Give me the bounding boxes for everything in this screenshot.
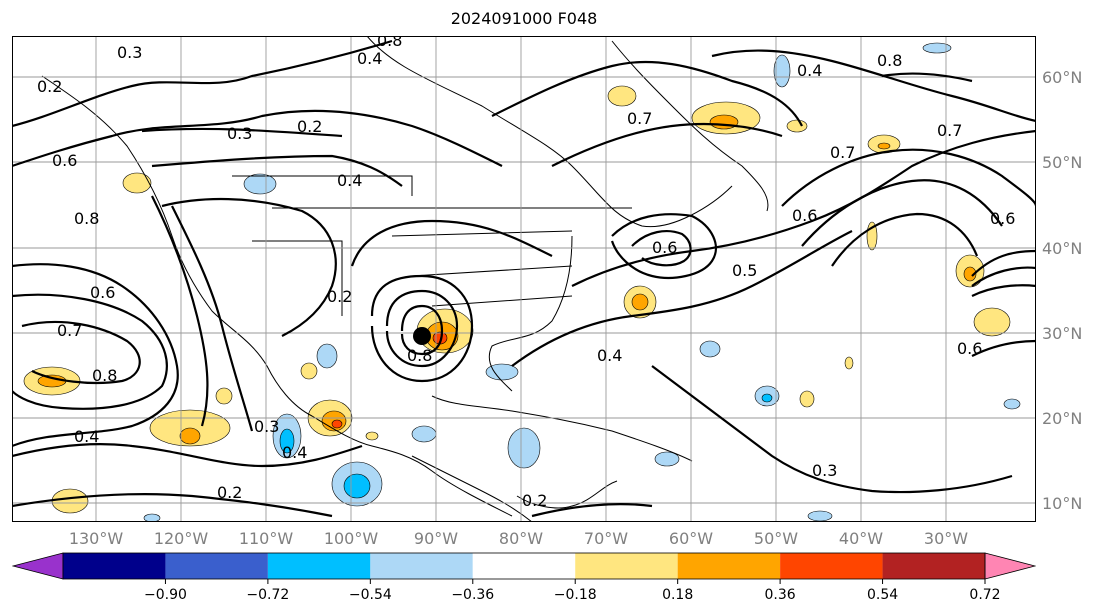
contour-label: 0.7	[57, 321, 82, 340]
gridlines	[12, 36, 1036, 522]
lon-label: 50°W	[754, 529, 798, 548]
lat-label: 60°N	[1042, 68, 1082, 87]
colorbar-tick-label: −0.54	[349, 587, 392, 603]
map-panel: 0.3 0.2 0.4 0.8 0.3 0.6 0.8 0.2 0.4 0.6 …	[12, 36, 1036, 522]
longitude-axis: 130°W 120°W 110°W 100°W 90°W 80°W 70°W 6…	[69, 529, 968, 548]
colorbar-segment	[677, 553, 781, 579]
colorbar-ticks: −0.90 −0.72 −0.54 −0.36 −0.18 0.18 0.36 0.54 0.7…	[144, 579, 1001, 603]
colorbar-segment	[575, 553, 678, 579]
contour-label: 0.8	[877, 51, 902, 70]
colorbar-segment	[165, 553, 268, 579]
contour-label: 0.4	[74, 427, 99, 446]
contour-label: 0.5	[732, 261, 757, 280]
lon-label: 30°W	[924, 529, 968, 548]
contour-label: 0.3	[227, 124, 252, 143]
contour-label: 0.2	[37, 77, 62, 96]
colorbar-tick-label: 0.54	[867, 587, 898, 603]
contour-label: 0.2	[522, 491, 547, 510]
lat-label: 30°N	[1042, 324, 1082, 343]
contour-label: 0.3	[812, 461, 837, 480]
colorbar-tick-label: −0.36	[451, 587, 494, 603]
colorbar-segment	[472, 553, 576, 579]
contour-label: 0.8	[377, 36, 402, 50]
lon-label: 110°W	[239, 529, 294, 548]
colorbar-extend-max	[984, 552, 1036, 580]
contour-label: 0.6	[52, 151, 77, 170]
map-title: 2024091000 F048	[450, 9, 598, 28]
lon-label: 70°W	[584, 529, 628, 548]
colorbar-segment	[780, 553, 883, 579]
contour-label: 0.6	[990, 209, 1015, 228]
contour-label: 0.8	[407, 346, 432, 365]
coastlines	[41, 36, 769, 522]
contour-label: 0.6	[652, 238, 677, 257]
contour-label: 0.3	[254, 417, 279, 436]
colorbar-tick-label: 0.72	[969, 587, 1000, 603]
contour-label: 0.4	[282, 443, 307, 462]
contour-label: 0.7	[830, 143, 855, 162]
storm-center-marker	[413, 327, 431, 345]
contour-label: 0.6	[792, 206, 817, 225]
contour-label: 0.3	[117, 43, 142, 62]
contour-label: 0.2	[297, 117, 322, 136]
lon-label: 80°W	[499, 529, 543, 548]
colorbar-tick-label: 0.18	[662, 587, 693, 603]
colorbar-segment	[63, 553, 166, 579]
lon-label: 120°W	[154, 529, 209, 548]
colorbar-segments	[12, 552, 1036, 580]
lon-label: 40°W	[839, 529, 883, 548]
contour-label: 0.4	[597, 346, 622, 365]
lat-label: 20°N	[1042, 409, 1082, 428]
latitude-axis: 60°N 50°N 40°N 30°N 20°N 10°N	[1042, 68, 1082, 513]
contour-label: 0.7	[627, 109, 652, 128]
lon-label: 60°W	[669, 529, 713, 548]
contour-label-group: 0.3 0.2 0.4 0.8 0.3 0.6 0.8 0.2 0.4 0.6 …	[37, 36, 1015, 510]
lat-label: 40°N	[1042, 239, 1082, 258]
contour-label: 0.7	[937, 121, 962, 140]
colorbar-tick-label: −0.72	[246, 587, 289, 603]
colorbar-tick-label: −0.90	[144, 587, 187, 603]
contour-label: 0.8	[92, 366, 117, 385]
lon-label: 90°W	[414, 529, 458, 548]
colorbar-extend-min	[12, 552, 64, 580]
colorbar: −0.90 −0.72 −0.54 −0.36 −0.18 0.18 0.36 0.54 0.7…	[12, 552, 1036, 603]
lon-label: 130°W	[69, 529, 124, 548]
lat-label: 10°N	[1042, 494, 1082, 513]
contour-label: 0.6	[957, 339, 982, 358]
contour-label: 0.2	[217, 483, 242, 502]
colorbar-segment	[267, 553, 371, 579]
contour-lines	[12, 39, 1036, 518]
contour-label: 0.4	[337, 171, 362, 190]
colorbar-segment	[882, 553, 985, 579]
contour-label: 0.4	[797, 61, 822, 80]
contour-label: 0.8	[74, 209, 99, 228]
contour-label: 0.2	[327, 287, 352, 306]
contour-label: 0.6	[90, 283, 115, 302]
colorbar-segment	[370, 553, 473, 579]
colorbar-outline	[62, 552, 986, 580]
contour-label: 0.4	[357, 49, 382, 68]
lon-label: 100°W	[324, 529, 379, 548]
colorbar-tick-label: −0.18	[554, 587, 597, 603]
colorbar-tick-label: 0.36	[765, 587, 796, 603]
lat-label: 50°N	[1042, 153, 1082, 172]
